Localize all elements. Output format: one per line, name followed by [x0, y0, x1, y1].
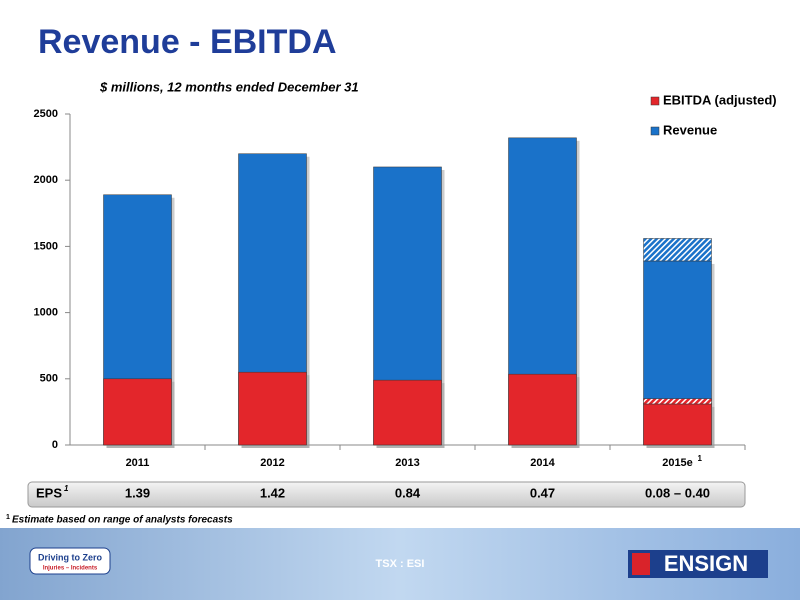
legend-swatch	[650, 126, 660, 136]
left-logo: Driving to Zero	[38, 552, 103, 562]
x-tick-label: 2011	[126, 457, 150, 469]
x-tick-label: 2012	[260, 457, 284, 469]
y-tick-label: 500	[40, 373, 58, 385]
legend-swatch	[650, 96, 660, 106]
estimate-range	[643, 238, 712, 262]
right-logo: ENSIGN	[664, 551, 748, 576]
x-tick-label: 2014	[530, 457, 555, 469]
y-tick-label: 0	[52, 439, 58, 451]
bar	[238, 371, 307, 446]
legend-label: Revenue	[663, 122, 717, 137]
left-logo-box	[29, 547, 111, 575]
y-tick-label: 2000	[34, 174, 58, 186]
footnote: Estimate based on range of analysts fore…	[12, 515, 233, 526]
bar	[508, 373, 577, 446]
left-logo-sub: Injuries – Incidents	[43, 566, 98, 572]
eps-value: 1.39	[125, 485, 150, 500]
eps-value: 0.08 – 0.40	[645, 485, 710, 500]
eps-bar	[27, 481, 746, 508]
eps-label: EPS	[36, 485, 62, 500]
legend-label: EBITDA (adjusted)	[663, 92, 777, 107]
x-tick-marker: 1	[698, 454, 703, 463]
eps-value: 0.47	[530, 485, 555, 500]
footnote-marker: 1	[6, 514, 10, 521]
eps-value: 0.84	[395, 485, 421, 500]
y-tick-label: 1500	[34, 240, 58, 252]
eps-marker: 1	[64, 484, 69, 493]
bar	[373, 379, 442, 446]
x-tick-label: 2013	[395, 457, 419, 469]
title: Revenue - EBITDA	[38, 23, 337, 61]
x-tick-label: 2015e	[662, 457, 693, 469]
estimate-range	[643, 398, 712, 405]
bar	[103, 378, 172, 446]
ticker: TSX : ESI	[376, 558, 425, 570]
y-tick-label: 2500	[34, 108, 58, 120]
eps-value: 1.42	[260, 485, 285, 500]
y-tick-label: 1000	[34, 307, 58, 319]
subtitle: $ millions, 12 months ended December 31	[99, 79, 359, 94]
bar	[643, 403, 712, 446]
right-logo-box	[628, 550, 768, 578]
right-logo-flag	[632, 553, 650, 575]
